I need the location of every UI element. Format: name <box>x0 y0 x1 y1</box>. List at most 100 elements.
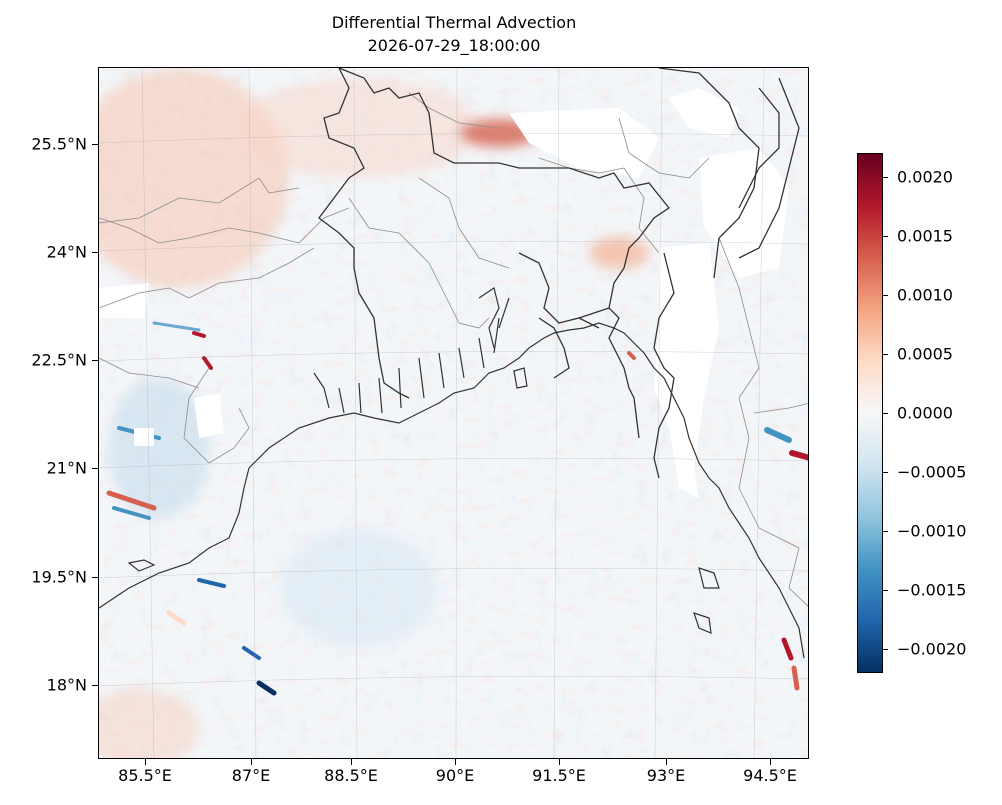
colorbar-tick-label: −0.0010 <box>897 521 967 541</box>
coastline-delta <box>313 297 510 414</box>
lat-tick-label: 18°N <box>46 675 87 695</box>
colorbar-tick-label: 0.0020 <box>897 167 953 187</box>
country-borders <box>318 68 800 479</box>
colorbar-tick-label: 0.0010 <box>897 285 953 305</box>
state-borders <box>99 92 808 607</box>
colorbar-tick-label: 0.0015 <box>897 226 953 246</box>
colorbar-tick-mark <box>883 353 888 355</box>
gridline-lat <box>99 132 808 144</box>
mask-region-northeast <box>669 88 739 138</box>
streak-red <box>202 356 213 370</box>
country-border <box>738 77 800 259</box>
lat-tick-label: 22.5°N <box>31 350 87 370</box>
country-border <box>578 307 610 319</box>
country-border <box>338 68 670 439</box>
lat-tick-label: 25.5°N <box>31 134 87 154</box>
gridline-lon <box>753 68 765 758</box>
streak-red <box>192 331 206 338</box>
colorbar-tick-mark <box>883 413 888 414</box>
lon-tick-label: 93°E <box>646 766 686 785</box>
streak-red <box>627 351 636 360</box>
streak-blue <box>764 427 792 443</box>
lat-tick-mark <box>92 577 98 578</box>
state-border <box>348 197 490 329</box>
coastline-island-3 <box>127 559 156 572</box>
warm-anomaly-north <box>239 78 479 178</box>
streak-red <box>789 450 808 461</box>
colorbar-tick-mark <box>883 176 888 178</box>
lon-tick-mark <box>351 759 352 765</box>
lat-tick-mark <box>92 360 98 361</box>
gridline-lon <box>455 68 458 758</box>
streak-red <box>106 490 157 511</box>
state-border <box>99 207 350 244</box>
cool-anomaly-south <box>279 528 439 648</box>
lon-tick-label: 85.5°E <box>118 766 172 785</box>
streak-red <box>791 665 800 691</box>
lat-tick-label: 24°N <box>46 242 87 262</box>
coastline-delta-north <box>478 287 500 349</box>
gridline-lat <box>99 567 808 579</box>
state-border <box>418 177 510 269</box>
map-panel[interactable] <box>98 67 809 759</box>
lon-tick-label: 88.5°E <box>324 766 378 785</box>
streak-red <box>166 610 187 626</box>
warm-anomaly-tripura <box>589 237 649 269</box>
state-border <box>623 167 660 254</box>
mask-region-west-small <box>194 393 224 438</box>
coastline-island-4 <box>513 367 528 389</box>
lon-tick-label: 91.5°E <box>532 766 586 785</box>
colorbar-tick-mark <box>883 649 888 651</box>
lon-tick-mark <box>455 759 456 765</box>
chart-title: Differential Thermal Advection <box>331 13 577 32</box>
lon-tick-mark <box>770 759 771 765</box>
colorbar-tick-label: −0.0005 <box>897 462 967 482</box>
lat-tick-mark <box>92 252 98 253</box>
gridline-lat <box>99 350 808 362</box>
colorbar <box>857 153 883 673</box>
map-canvas <box>99 68 808 758</box>
streak-blue <box>152 321 201 332</box>
state-border <box>788 547 808 607</box>
coastline-island-1 <box>698 567 720 589</box>
lon-tick-mark <box>251 759 252 765</box>
chart-subtitle: 2026-07-29_18:00:00 <box>367 36 541 55</box>
colorbar-tick-mark <box>883 590 888 592</box>
streak-blue <box>197 578 226 588</box>
lat-tick-mark <box>92 468 98 469</box>
gridline-lon <box>553 68 560 758</box>
gridline-lon <box>141 68 155 758</box>
field-anomalies <box>99 68 649 758</box>
streak-blue <box>256 680 277 696</box>
colorbar-tick-mark <box>883 235 888 237</box>
gridline-lat <box>99 675 808 687</box>
state-border <box>408 92 500 129</box>
coastline <box>99 287 805 659</box>
lon-tick-mark <box>666 759 667 765</box>
state-border <box>618 117 710 179</box>
lon-tick-label: 90°E <box>435 766 475 785</box>
streak-blue <box>242 646 261 660</box>
mask-region-east-strip <box>699 148 789 278</box>
warm-anomaly-southwest <box>99 688 199 758</box>
country-border <box>318 68 410 399</box>
lon-tick-mark <box>145 759 146 765</box>
cool-anomaly-west <box>109 378 209 518</box>
colorbar-tick-label: 0.0000 <box>897 403 953 423</box>
state-border <box>538 157 625 174</box>
gridline-lat <box>99 240 808 252</box>
mask-region-east <box>654 243 719 498</box>
state-border <box>99 247 315 309</box>
gridline-lon <box>654 68 663 758</box>
colorbar-tick-label: 0.0005 <box>897 344 953 364</box>
streak-red <box>781 637 794 661</box>
country-border <box>538 317 570 379</box>
colorbar-tick-mark <box>883 472 888 474</box>
colorbar-tick-mark <box>883 294 888 296</box>
colorbar-tick-mark <box>883 531 888 533</box>
lat-tick-label: 21°N <box>46 458 87 478</box>
lat-tick-mark <box>92 685 98 686</box>
state-border <box>183 367 250 464</box>
country-border <box>658 68 760 279</box>
mask-region-west <box>99 283 149 318</box>
